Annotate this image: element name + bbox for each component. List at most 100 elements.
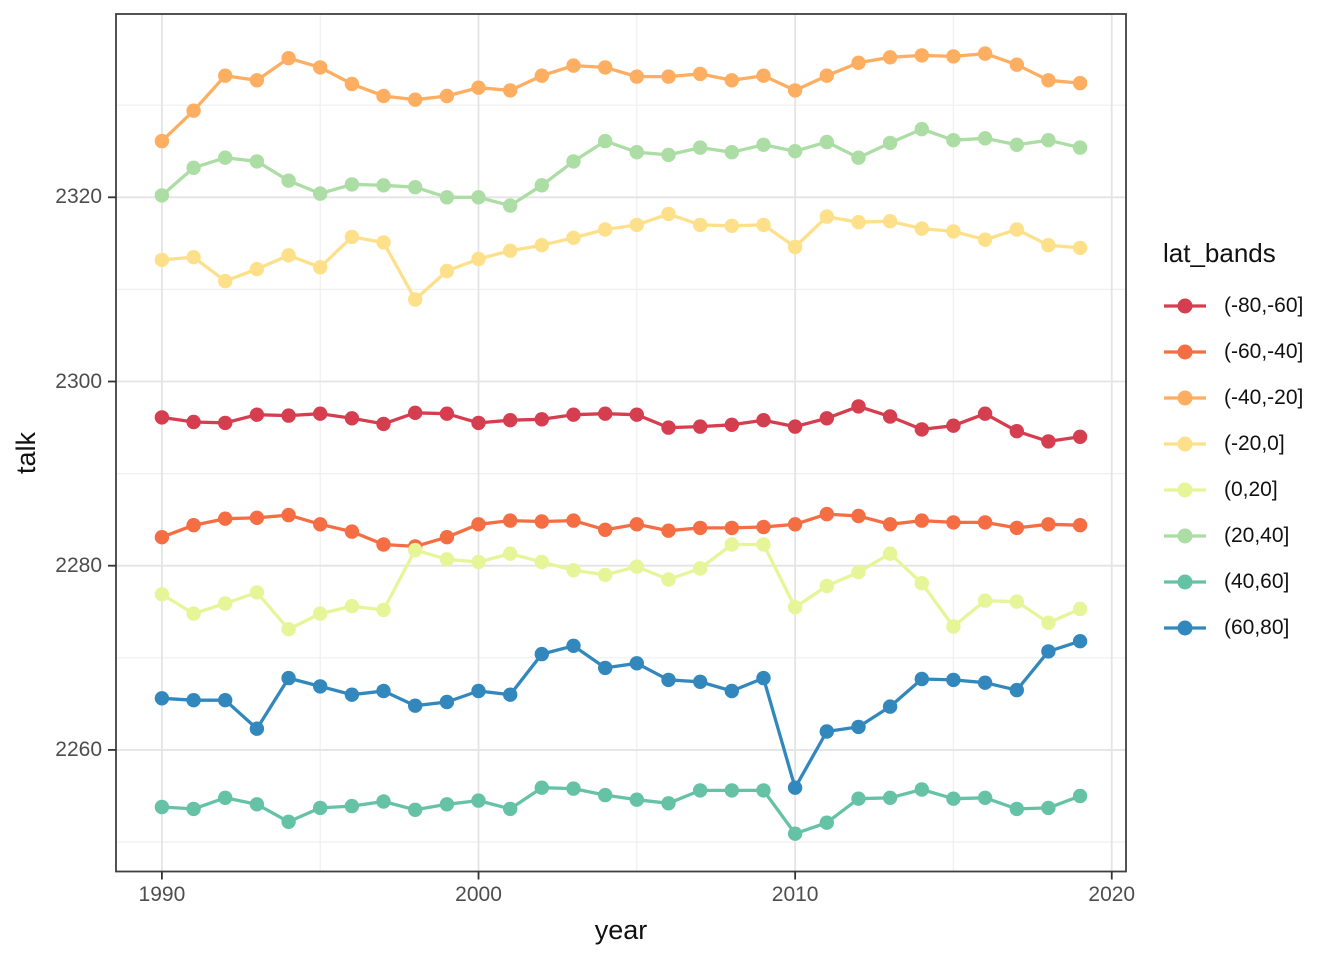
data-point xyxy=(534,780,549,795)
data-point xyxy=(566,781,581,796)
data-point xyxy=(724,218,739,233)
data-point xyxy=(471,415,486,431)
data-point xyxy=(1041,517,1056,532)
y-tick-label: 2320 xyxy=(55,185,102,209)
data-point xyxy=(787,419,803,434)
data-point xyxy=(281,173,296,188)
data-point xyxy=(661,796,676,811)
data-point xyxy=(313,406,328,421)
data-point xyxy=(471,517,486,532)
legend-item-label: (-80,-60] xyxy=(1224,294,1304,317)
data-point xyxy=(693,783,708,798)
data-point xyxy=(218,68,233,83)
data-point xyxy=(186,693,201,708)
data-point xyxy=(724,783,739,798)
data-point xyxy=(629,559,644,574)
data-point xyxy=(534,238,549,253)
data-point xyxy=(629,517,644,532)
data-point xyxy=(1072,518,1088,533)
data-point xyxy=(724,417,739,432)
data-point xyxy=(629,145,644,160)
data-point xyxy=(344,177,360,192)
data-point xyxy=(1041,238,1056,253)
data-point xyxy=(439,88,455,104)
data-point xyxy=(882,699,898,714)
data-point xyxy=(313,606,328,621)
data-point xyxy=(882,790,898,805)
data-point xyxy=(1072,429,1088,444)
data-point xyxy=(1072,140,1088,155)
data-point xyxy=(154,587,170,602)
data-point xyxy=(946,791,961,806)
data-point xyxy=(851,150,866,165)
data-point xyxy=(376,683,391,699)
data-point xyxy=(281,507,296,523)
data-point xyxy=(914,513,929,528)
data-point xyxy=(154,799,170,815)
data-point xyxy=(313,186,328,201)
data-point xyxy=(724,520,739,536)
data-point xyxy=(851,565,866,580)
series-line-(-80,-60] xyxy=(161,404,1081,444)
legend-item-label: (40,60] xyxy=(1224,570,1290,593)
x-tick-label: 2020 xyxy=(1088,883,1136,906)
data-point xyxy=(566,407,581,422)
data-point xyxy=(598,522,613,537)
data-point xyxy=(882,135,898,151)
data-point xyxy=(693,561,708,576)
data-point xyxy=(186,160,201,175)
data-point xyxy=(882,517,898,532)
data-point xyxy=(218,596,233,611)
legend-key-icon xyxy=(1164,620,1206,636)
data-point xyxy=(661,420,676,435)
data-point xyxy=(1041,800,1056,816)
data-point xyxy=(787,826,803,841)
data-point xyxy=(946,418,961,433)
data-point xyxy=(598,567,613,583)
data-point xyxy=(281,51,296,66)
y-axis-title: talk xyxy=(11,431,41,475)
data-point xyxy=(154,410,170,425)
data-point xyxy=(787,780,803,795)
data-point xyxy=(1041,434,1056,449)
data-point xyxy=(186,103,201,118)
data-point xyxy=(313,517,328,532)
data-point xyxy=(186,250,201,265)
data-point xyxy=(439,694,455,710)
legend-item-label: (-60,-40] xyxy=(1224,340,1304,363)
legend-item: (-60,-40] xyxy=(1163,329,1303,375)
data-point xyxy=(471,793,486,808)
data-point xyxy=(882,409,898,424)
data-point xyxy=(344,76,360,92)
data-point xyxy=(598,660,613,676)
data-point xyxy=(218,150,233,165)
data-point xyxy=(914,48,929,63)
data-point xyxy=(914,576,929,591)
data-point xyxy=(787,517,803,532)
data-point xyxy=(344,599,360,614)
series-line-(-40,-20] xyxy=(160,51,1081,143)
data-point xyxy=(629,407,644,422)
data-point xyxy=(787,83,803,98)
data-point xyxy=(408,92,423,107)
data-point xyxy=(819,68,834,83)
data-point xyxy=(344,798,360,814)
legend-item-label: (0,20] xyxy=(1224,478,1278,501)
data-point xyxy=(914,782,929,797)
data-point xyxy=(566,58,581,73)
data-point xyxy=(249,797,265,812)
data-point xyxy=(1072,601,1088,617)
legend-item: (-80,-60] xyxy=(1163,283,1303,329)
data-point xyxy=(724,145,739,160)
data-point xyxy=(249,73,265,88)
data-point xyxy=(313,260,328,275)
data-point xyxy=(851,215,866,230)
legend-item: (0,20] xyxy=(1163,467,1303,513)
data-point xyxy=(819,134,834,150)
data-point xyxy=(154,188,170,203)
data-point xyxy=(598,406,613,421)
data-point xyxy=(598,222,613,237)
data-point xyxy=(977,406,993,421)
data-point xyxy=(408,802,423,817)
